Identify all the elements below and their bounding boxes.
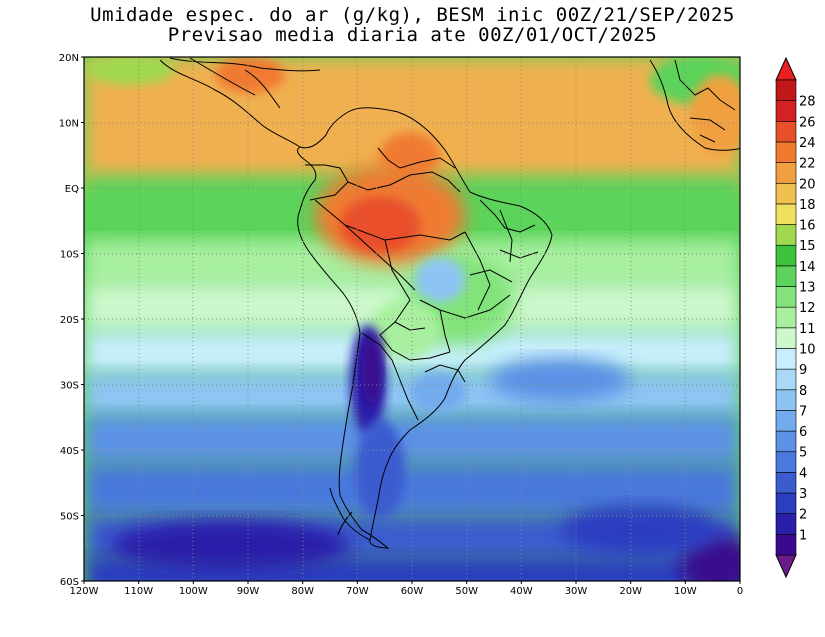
lat-tick-label: 50S — [60, 512, 79, 523]
map-title: Umidade espec. do ar (g/kg), BESM inic 0… — [90, 4, 735, 26]
lat-tick-label: 20S — [60, 315, 79, 326]
lon-tick-label: 120W — [70, 586, 99, 597]
colorbar-swatch — [775, 327, 797, 349]
colorbar-label: 15 — [799, 239, 816, 254]
colorbar-label: 18 — [799, 198, 816, 213]
colorbar-label: 8 — [799, 384, 807, 399]
colorbar-label: 26 — [799, 115, 816, 130]
colorbar-min-arrow — [775, 554, 797, 579]
colorbar-label: 7 — [799, 404, 807, 419]
colorbar-swatch — [775, 121, 797, 143]
lat-tick-label: 30S — [60, 381, 79, 392]
colorbar-swatch — [775, 244, 797, 267]
colorbar-swatch — [775, 534, 797, 556]
colorbar-label: 12 — [799, 301, 816, 316]
colorbar-label: 16 — [799, 219, 816, 234]
colorbar-label: 10 — [799, 342, 816, 357]
lat-tick-label: 20N — [59, 53, 79, 64]
colorbar-label: 1 — [799, 528, 807, 543]
lon-tick-label: 110W — [124, 586, 153, 597]
colorbar-swatch — [775, 141, 797, 163]
map-subtitle: Previsao media diaria ate 00Z/01/OCT/202… — [167, 24, 658, 46]
humidity-field — [84, 57, 740, 581]
lon-tick-label: 10W — [674, 586, 697, 597]
lon-tick-label: 50W — [455, 586, 478, 597]
colorbar-swatch — [775, 472, 797, 494]
colorbar-swatch — [775, 182, 797, 205]
colorbar-swatch — [775, 286, 797, 308]
colorbar-swatch — [775, 451, 797, 473]
colorbar-label: 20 — [799, 177, 816, 192]
colorbar-swatch — [775, 79, 797, 101]
colorbar-swatch — [775, 224, 797, 246]
lat-tick-label: 40S — [60, 446, 79, 457]
colorbar-label: 11 — [799, 322, 816, 337]
lat-tick-label: 60S — [60, 577, 79, 588]
lon-tick-label: 40W — [510, 586, 533, 597]
colorbar-label: 4 — [799, 466, 807, 481]
colorbar-swatch — [775, 513, 797, 535]
colorbar-swatch — [775, 368, 797, 391]
lon-tick-label: 30W — [565, 586, 588, 597]
colorbar-label: 2 — [799, 508, 807, 523]
colorbar-swatch — [775, 410, 797, 432]
colorbar-max-arrow — [775, 56, 797, 81]
colorbar-swatch — [775, 162, 797, 184]
colorbar-label: 6 — [799, 425, 807, 440]
colorbar-swatch — [775, 100, 797, 122]
lat-lon-gridlines — [84, 57, 740, 581]
colorbar-label: 9 — [799, 363, 807, 378]
colorbar-label: 24 — [799, 136, 816, 151]
lon-tick-label: 0 — [737, 586, 743, 597]
colorbar-swatch — [775, 265, 797, 287]
colorbar-swatch — [775, 306, 797, 329]
lon-tick-label: 100W — [179, 586, 208, 597]
colorbar-label: 3 — [799, 487, 807, 502]
lon-tick-label: 20W — [619, 586, 642, 597]
lon-tick-label: 90W — [237, 586, 260, 597]
lat-tick-label: 10N — [59, 119, 79, 130]
colorbar-label: 13 — [799, 281, 816, 296]
colorbar-swatch — [775, 203, 797, 225]
colorbar-swatch — [775, 430, 797, 453]
lat-tick-label: 10S — [60, 250, 79, 261]
coastlines — [159, 57, 740, 549]
lon-tick-label: 70W — [346, 586, 369, 597]
lon-tick-label: 80W — [291, 586, 314, 597]
colorbar-label: 5 — [799, 446, 807, 461]
colorbar-label: 22 — [799, 157, 816, 172]
colorbar-label: 14 — [799, 260, 816, 275]
lat-tick-label: EQ — [65, 184, 79, 195]
colorbar-swatch — [775, 389, 797, 411]
colorbar-swatch — [775, 348, 797, 370]
colorbar-label: 28 — [799, 95, 816, 110]
colorbar-swatch — [775, 492, 797, 514]
lon-tick-label: 60W — [401, 586, 424, 597]
